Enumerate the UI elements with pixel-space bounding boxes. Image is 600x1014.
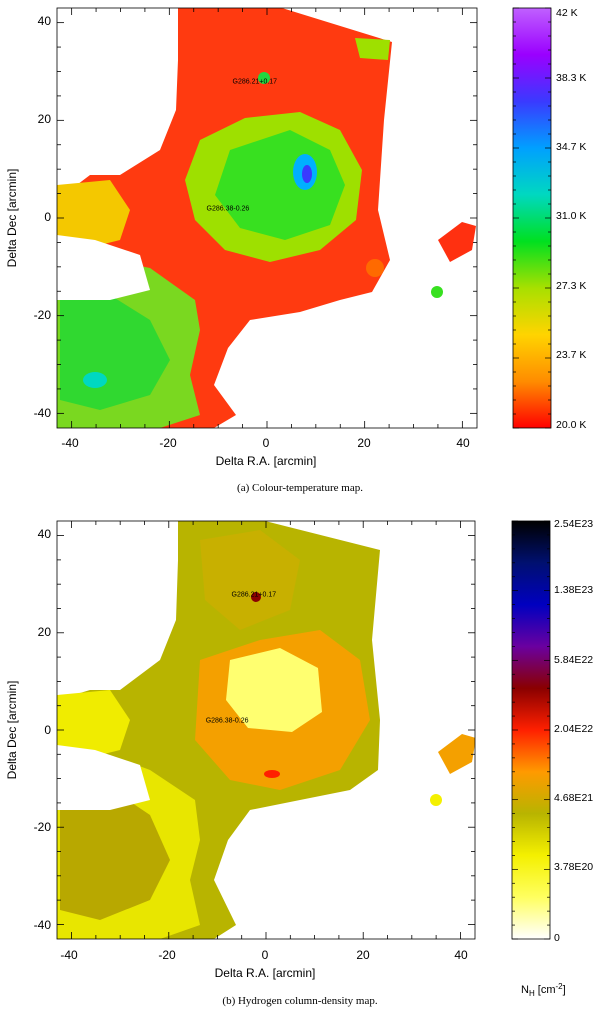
temp-colorbar-label: 34.7 K xyxy=(556,141,586,153)
temp-region-green-inner xyxy=(215,130,345,240)
panel-temperature: G286.21+0.17 G286.38-0.26 -40 -20 0 20 40… xyxy=(5,7,586,494)
density-axis-ticks xyxy=(57,521,475,939)
temp-x-tick-label: -20 xyxy=(159,436,177,450)
density-x-tick-label: 20 xyxy=(356,948,370,962)
temp-x-tick-label: 0 xyxy=(263,436,270,450)
temp-blob-east2 xyxy=(431,286,443,298)
density-blob-east2 xyxy=(430,794,442,806)
density-x-tick-label: 40 xyxy=(454,948,468,962)
temp-x-tick-label: 20 xyxy=(357,436,371,450)
temp-colorbar-label: 31.0 K xyxy=(556,210,586,222)
density-blob-east xyxy=(438,734,475,774)
density-region-southwest-rim xyxy=(60,788,170,920)
density-hole-west xyxy=(57,745,150,810)
density-region-north xyxy=(200,530,300,630)
density-peak-source1 xyxy=(251,592,261,602)
density-colorbar-label: 4.68E21 xyxy=(554,792,593,804)
density-x-axis-label: Delta R.A. [arcmin] xyxy=(215,966,316,980)
density-x-tick-label: -40 xyxy=(60,948,78,962)
density-source-label: G286.21+0.17 xyxy=(232,591,277,598)
density-y-tick-label: 0 xyxy=(44,723,51,737)
temp-blob-east3 xyxy=(366,259,384,277)
density-y-tick-label: 40 xyxy=(38,527,52,541)
temp-hole-west xyxy=(57,235,150,300)
density-source-labels: G286.21+0.17 G286.38-0.26 xyxy=(206,591,277,724)
temp-colorbar-label: 20.0 K xyxy=(556,419,586,431)
density-colorbar xyxy=(511,520,551,940)
temp-colorbar-label: 27.3 K xyxy=(556,280,586,292)
density-colorbar-title: NH [cm-2] xyxy=(521,982,566,998)
temp-y-axis-label: Delta Dec [arcmin] xyxy=(5,169,19,268)
density-peak-source2 xyxy=(264,770,280,778)
density-colorbar-label: 1.38E23 xyxy=(554,584,593,596)
temp-y-tick-label: -20 xyxy=(34,308,52,322)
density-x-tick-label: -20 xyxy=(158,948,176,962)
temp-source-labels: G286.21+0.17 G286.38-0.26 xyxy=(207,79,278,213)
temp-x-axis-label: Delta R.A. [arcmin] xyxy=(216,454,317,468)
temp-hole-north xyxy=(57,8,178,185)
temp-y-tick-label: 20 xyxy=(38,112,52,126)
density-y-axis-label: Delta Dec [arcmin] xyxy=(5,681,19,780)
temp-colorbar xyxy=(512,7,552,429)
density-map-image xyxy=(57,521,475,939)
density-x-tick-label: 0 xyxy=(262,948,269,962)
temp-source-label: G286.21+0.17 xyxy=(233,79,278,86)
density-colorbar-label: 2.04E22 xyxy=(554,723,593,735)
density-source-label: G286.38-0.26 xyxy=(206,718,249,725)
temp-blob-source1 xyxy=(258,72,270,84)
temp-x-tick-label: 40 xyxy=(456,436,470,450)
density-colorbar-label: 0 xyxy=(554,932,560,944)
density-colorbar-ticks xyxy=(512,520,550,940)
density-colorbar-title-exp: -2 xyxy=(556,982,564,991)
density-hole-north xyxy=(57,521,178,695)
temp-y-tick-label: -40 xyxy=(34,406,52,420)
density-y-tick-label: 20 xyxy=(38,625,52,639)
temp-x-tick-label: -40 xyxy=(61,436,79,450)
density-colorbar-title-unit: [cm xyxy=(535,984,556,996)
temp-y-tick-label: 40 xyxy=(38,14,52,28)
density-caption: (b) Hydrogen column-density map. xyxy=(222,995,377,1007)
temp-colorbar-ticks xyxy=(513,7,551,429)
density-colorbar-title-close: ] xyxy=(563,984,566,996)
temp-y-tick-label: 0 xyxy=(44,210,51,224)
temp-hotspot-core xyxy=(302,165,312,183)
temp-colorbar-label: 38.3 K xyxy=(556,72,586,84)
temp-hotspot-sw xyxy=(83,372,107,388)
density-y-tick-label: -20 xyxy=(34,820,52,834)
temp-caption: (a) Colour-temperature map. xyxy=(237,482,363,494)
density-colorbar-label: 3.78E20 xyxy=(554,861,593,873)
temp-source-label: G286.38-0.26 xyxy=(207,206,250,213)
density-y-tick-label: -40 xyxy=(34,918,52,932)
density-colorbar-title-sub: H xyxy=(529,989,535,998)
temp-blob-northeast xyxy=(355,38,390,60)
temp-colorbar-label: 23.7 K xyxy=(556,349,586,361)
density-colorbar-title-main: N xyxy=(521,984,529,996)
density-colorbar-label: 5.84E22 xyxy=(554,654,593,666)
density-region-bubble xyxy=(226,648,322,732)
temperature-map-image xyxy=(57,8,476,428)
temp-colorbar-label: 42 K xyxy=(556,7,578,19)
temp-blob-east xyxy=(438,222,476,262)
density-region-west xyxy=(57,690,130,760)
density-colorbar-label: 2.54E23 xyxy=(554,518,593,530)
temp-axis-ticks xyxy=(57,8,477,428)
temp-region-west xyxy=(57,180,130,250)
